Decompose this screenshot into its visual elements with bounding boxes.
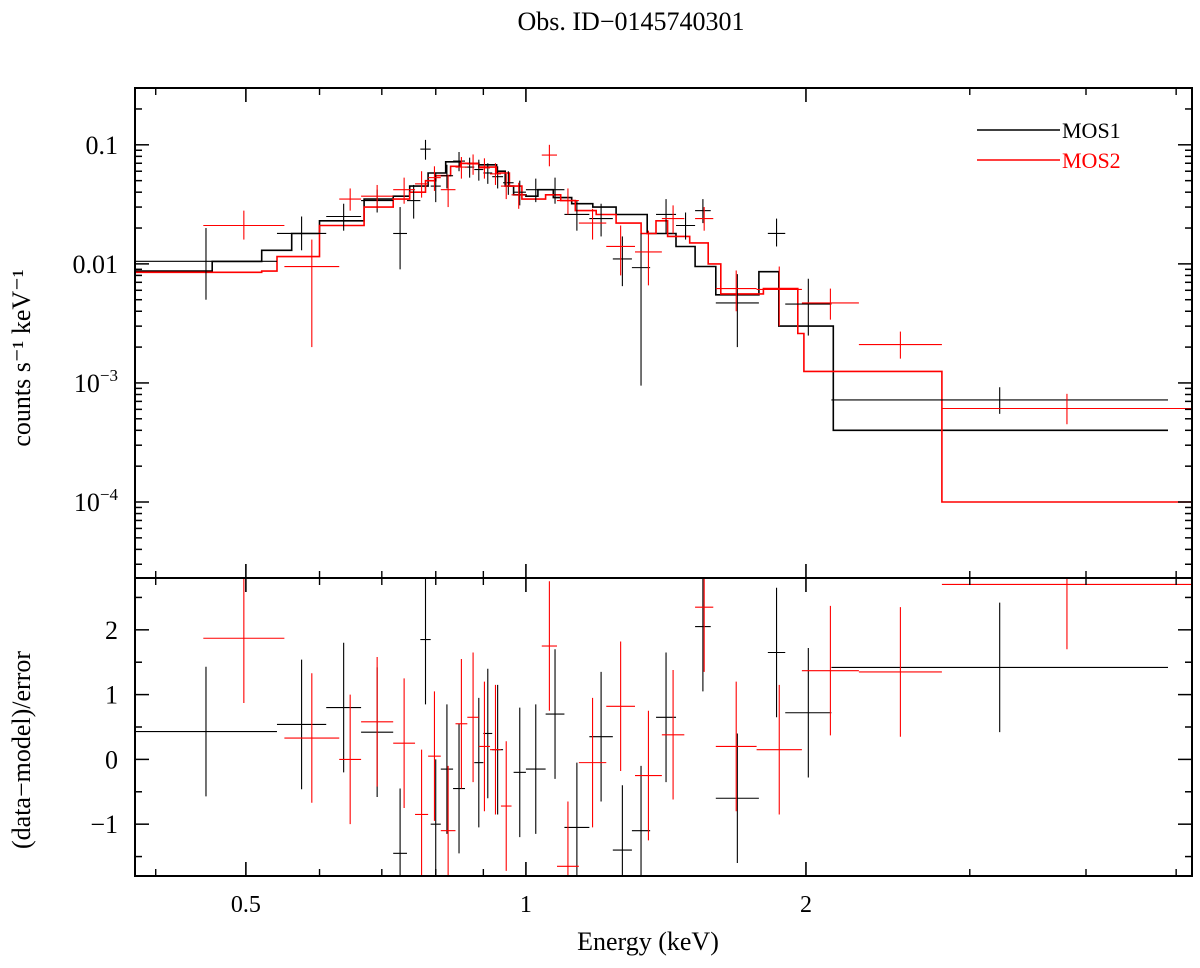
bottom-y-tick-label: −1 (90, 810, 118, 839)
spectrum-series-mos2 (203, 144, 1192, 425)
residual-series-mos1 (135, 578, 1168, 876)
bottom-y-tick-label: 2 (105, 616, 118, 645)
legend-label-mos2: MOS2 (1062, 148, 1121, 173)
x-axis-label: Energy (keV) (577, 927, 719, 956)
top-y-tick-label: 0.1 (86, 131, 119, 160)
x-tick-label: 1 (520, 892, 532, 918)
top-y-axis-label: counts s⁻¹ keV⁻¹ (7, 269, 36, 446)
model-curve-mos1 (135, 161, 1168, 432)
legend-label-mos1: MOS1 (1062, 118, 1121, 143)
bottom-y-tick-label: 0 (105, 745, 118, 774)
bottom-y-axis-label: (data−model)/error (7, 651, 36, 849)
residual-panel: 0.5 1 2 2 1 0 −1 (90, 578, 1192, 918)
x-tick-label: 2 (800, 892, 812, 918)
top-plot-frame (134, 87, 1193, 579)
legend: MOS1 MOS2 (977, 118, 1121, 173)
spectrum-panel: 0.1 0.01 10−3 10−4 (73, 88, 1192, 578)
spectrum-series-mos1 (135, 139, 1168, 414)
chart-title: Obs. ID−0145740301 (518, 7, 745, 36)
residual-series-mos2 (203, 578, 1192, 876)
top-y-tick-label: 0.01 (73, 250, 119, 279)
top-y-tick-label: 10−3 (74, 366, 118, 398)
model-curve-mos2 (135, 162, 1192, 503)
bottom-y-tick-label: 1 (105, 681, 118, 710)
top-y-tick-label: 10−4 (74, 485, 119, 517)
x-tick-label: 0.5 (231, 892, 261, 918)
bottom-plot-frame (134, 577, 1193, 877)
